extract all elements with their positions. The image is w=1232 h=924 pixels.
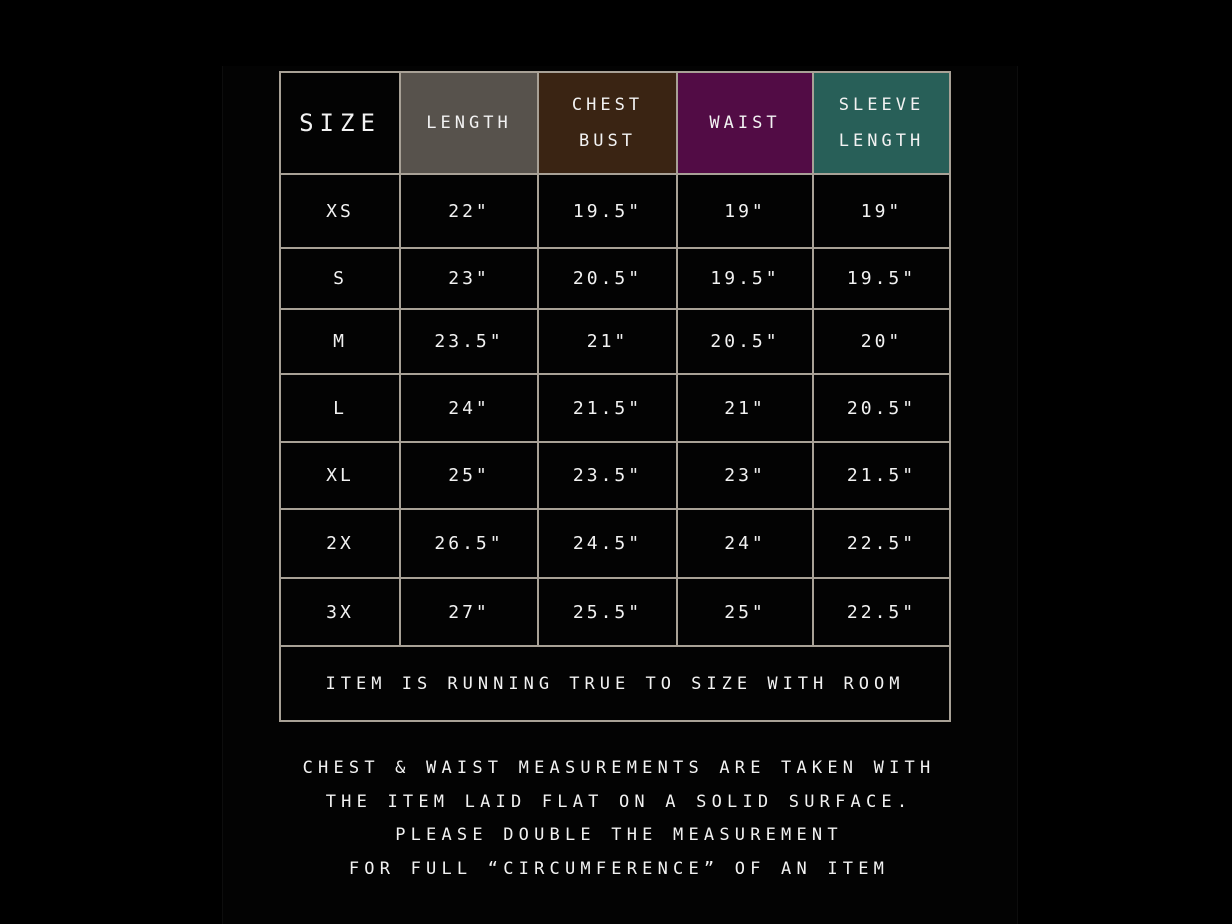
measurement-cell: 19": [676, 173, 814, 249]
measurement-cell: 21": [676, 373, 814, 443]
measurement-cell: 21.5": [537, 373, 678, 443]
measurement-cell: 20": [812, 308, 951, 375]
table-row: L 24" 21.5" 21" 20.5": [279, 373, 951, 443]
measurement-cell: 24": [399, 373, 539, 443]
measurement-cell: 20.5": [812, 373, 951, 443]
size-cell: M: [279, 308, 401, 375]
measurement-cell: 21": [537, 308, 678, 375]
header-size: SIZE: [279, 71, 401, 175]
size-cell: 3X: [279, 577, 401, 647]
size-cell: XL: [279, 441, 401, 510]
measurement-cell: 25": [399, 441, 539, 510]
header-row: SIZE LENGTH CHEST BUST WAIST SLEEVE LENGTH: [279, 71, 951, 175]
header-waist: WAIST: [676, 71, 814, 175]
measurement-cell: 21.5": [812, 441, 951, 510]
fit-note: ITEM IS RUNNING TRUE TO SIZE WITH ROOM: [279, 645, 951, 722]
size-cell: S: [279, 247, 401, 310]
size-cell: L: [279, 373, 401, 443]
note-line: PLEASE DOUBLE THE MEASUREMENT: [395, 825, 843, 845]
note-line: THE ITEM LAID FLAT ON A SOLID SURFACE.: [325, 791, 913, 812]
measurement-cell: 23": [676, 441, 814, 510]
measurement-cell: 23.5": [537, 441, 678, 510]
measurement-cell: 22.5": [812, 508, 951, 579]
measurement-cell: 25": [676, 577, 814, 647]
measurement-cell: 22.5": [812, 577, 951, 647]
table-row: XS 22" 19.5" 19" 19": [279, 173, 951, 249]
size-cell: XS: [279, 173, 401, 249]
size-chart-table: SIZE LENGTH CHEST BUST WAIST SLEEVE LENGTH…: [279, 71, 951, 722]
header-length: LENGTH: [399, 71, 539, 175]
measurement-cell: 20.5": [676, 308, 814, 375]
footer-row: ITEM IS RUNNING TRUE TO SIZE WITH ROOM: [279, 645, 951, 722]
measurement-notes: CHEST & WAIST MEASUREMENTS ARE TAKEN WIT…: [222, 752, 1016, 886]
header-waist-label: WAIST: [709, 113, 781, 133]
measurement-cell: 19": [812, 173, 951, 249]
measurement-cell: 19.5": [812, 247, 951, 310]
header-bust-label: BUST: [579, 131, 636, 151]
table-row: XL 25" 23.5" 23" 21.5": [279, 441, 951, 510]
measurement-cell: 20.5": [537, 247, 678, 310]
measurement-cell: 23.5": [399, 308, 539, 375]
measurement-cell: 25.5": [537, 577, 678, 647]
measurement-cell: 26.5": [399, 508, 539, 579]
header-chest-bust: CHEST BUST: [537, 71, 678, 175]
table-row: M 23.5" 21" 20.5" 20": [279, 308, 951, 375]
table-row: S 23" 20.5" 19.5" 19.5": [279, 247, 951, 310]
measurement-cell: 19.5": [676, 247, 814, 310]
measurement-cell: 27": [399, 577, 539, 647]
size-cell: 2X: [279, 508, 401, 579]
header-sleeve-length: SLEEVE LENGTH: [812, 71, 951, 175]
header-chest-label: CHEST: [571, 95, 644, 115]
header-sleeve-length-label: LENGTH: [838, 131, 925, 151]
measurement-cell: 24": [676, 508, 814, 579]
measurement-cell: 24.5": [537, 508, 678, 579]
note-line: FOR FULL “CIRCUMFERENCE” OF AN ITEM: [348, 858, 890, 879]
note-line: CHEST & WAIST MEASUREMENTS ARE TAKEN WIT…: [302, 758, 936, 778]
header-length-label: LENGTH: [426, 113, 512, 133]
measurement-cell: 19.5": [537, 173, 678, 249]
table-row: 3X 27" 25.5" 25" 22.5": [279, 577, 951, 647]
table-row: 2X 26.5" 24.5" 24" 22.5": [279, 508, 951, 579]
measurement-cell: 23": [399, 247, 539, 310]
header-sleeve-label: SLEEVE: [838, 95, 925, 115]
measurement-cell: 22": [399, 173, 539, 249]
